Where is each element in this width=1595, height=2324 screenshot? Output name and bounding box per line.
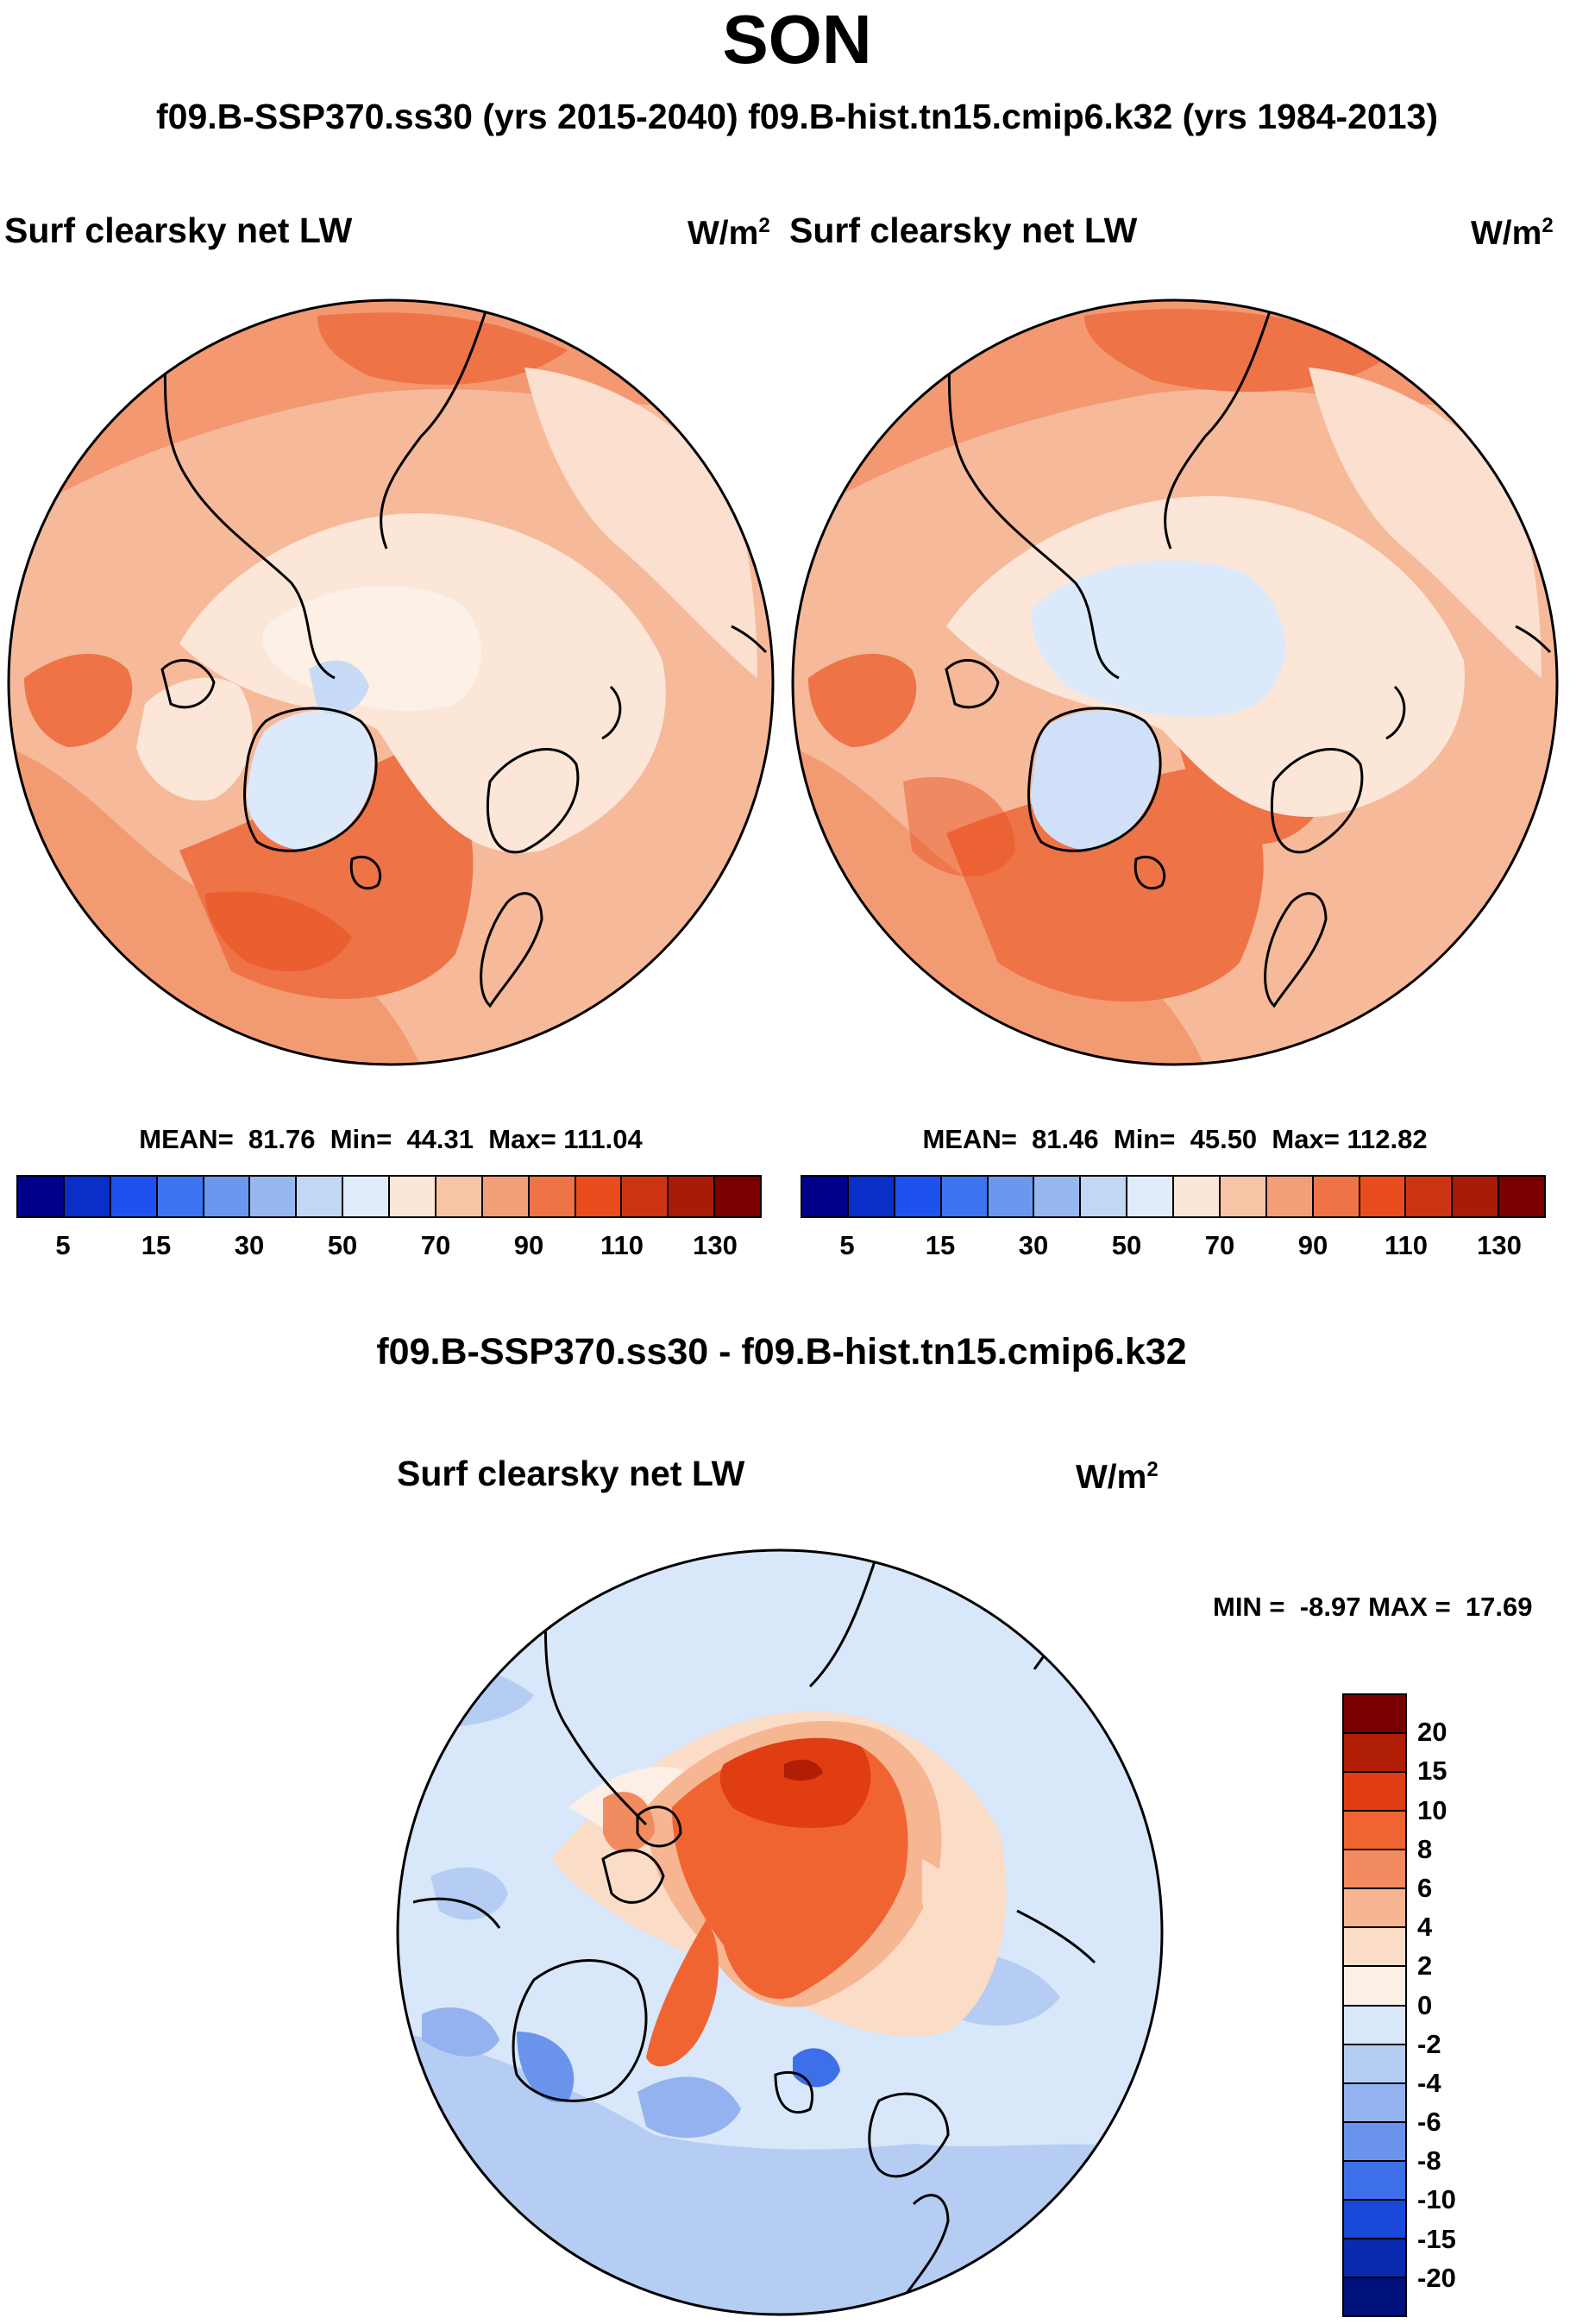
diff-colorbar-cell (1344, 2122, 1405, 2162)
panel2-colorbar-tick-label: 5 (839, 1230, 855, 1260)
panel2-colorbar-cell (848, 1177, 895, 1216)
panel1-colorbar-cell (575, 1177, 623, 1216)
panel2-colorbar-cell (1266, 1177, 1314, 1216)
diff-colorbar-tick-label: -2 (1417, 2028, 1441, 2059)
panel1-colorbar-cell (18, 1177, 65, 1216)
diff-colorbar-tick-label: 15 (1417, 1756, 1447, 1787)
panel2-colorbar-cell (1034, 1177, 1082, 1216)
panel2-colorbar-cell (1313, 1177, 1360, 1216)
diff-units: W/m2 (1076, 1458, 1159, 1496)
panel1-colorbar-cell (64, 1177, 111, 1216)
panel1-colorbar-tick-label: 90 (513, 1230, 544, 1260)
panel2-colorbar-cell (988, 1177, 1035, 1216)
panel1-colorbar-cell (669, 1177, 716, 1216)
diff-colorbar-cell (1344, 2006, 1405, 2045)
panel2-colorbar-tick-label: 15 (925, 1230, 956, 1260)
diff-colorbar-tick-label: 20 (1417, 1717, 1447, 1748)
panel1-colorbar-cell (482, 1177, 530, 1216)
panel2-colorbar-cell (802, 1177, 849, 1216)
panel2-colorbar-tick-label: 130 (1477, 1230, 1522, 1260)
panel1-colorbar-cell (622, 1177, 669, 1216)
diff-colorbar-cell (1344, 1967, 1405, 2007)
panel1-colorbar-tick-label: 110 (600, 1230, 644, 1260)
diff-colorbar-tick-label: 10 (1417, 1794, 1447, 1825)
panel2-variable-title: Surf clearsky net LW (789, 210, 1138, 250)
diff-min-max: MIN = -8.97 MAX = 17.69 (1213, 1592, 1533, 1622)
panel2-colorbar-cell (1453, 1177, 1500, 1216)
panel1-polar-map (7, 298, 775, 1066)
panel1-colorbar-tick-label: 5 (55, 1230, 71, 1260)
diff-colorbar-tick-label: 2 (1417, 1950, 1433, 1982)
diff-colorbar-tick-label: 0 (1417, 1989, 1433, 2020)
panel2-units: W/m2 (1471, 214, 1554, 252)
panel2-colorbar-tick-label: 30 (1018, 1230, 1049, 1260)
diff-colorbar-cell (1344, 1734, 1405, 1774)
panel1-colorbar-tick-label: 130 (693, 1230, 738, 1260)
figure-season-title: SON (722, 1, 872, 78)
panel2-colorbar-cell (1220, 1177, 1267, 1216)
panel1-colorbar-cell (715, 1177, 760, 1216)
diff-colorbar-cell (1344, 1812, 1405, 1851)
panel1-stats: MEAN= 81.76 Min= 44.31 Max= 111.04 (139, 1124, 643, 1154)
panel1-colorbar-cell (436, 1177, 483, 1216)
diff-colorbar-tick-label: 4 (1417, 1912, 1433, 1943)
panel1-colorbar-cell (297, 1177, 344, 1216)
panel1-units: W/m2 (688, 214, 770, 252)
panel1-colorbar-tick-label: 50 (327, 1230, 358, 1260)
panel2-colorbar-cell (1174, 1177, 1221, 1216)
panel1-colorbar-cell (250, 1177, 298, 1216)
diff-colorbar-tick-label: -4 (1417, 2067, 1441, 2098)
panel1-colorbar-cell (204, 1177, 251, 1216)
diff-colorbar-cell (1344, 2239, 1405, 2278)
diff-polar-map (396, 1548, 1164, 2316)
panel1-colorbar-tick-label: 30 (234, 1230, 265, 1260)
panel1-colorbar-cell (390, 1177, 436, 1216)
panel1-colorbar (16, 1175, 762, 1218)
panel2-colorbar-cell (895, 1177, 942, 1216)
diff-colorbar-cell (1344, 1850, 1405, 1890)
diff-colorbar-cell (1344, 2277, 1405, 2315)
panel1-variable-title: Surf clearsky net LW (4, 210, 353, 250)
diff-variable-title: Surf clearsky net LW (397, 1454, 745, 1493)
panel2-colorbar-cell (1127, 1177, 1174, 1216)
diff-colorbar-tick-label: -15 (1417, 2223, 1456, 2254)
diff-colorbar-tick-label: -6 (1417, 2107, 1441, 2138)
panel1-colorbar-cell (529, 1177, 576, 1216)
panel1-colorbar-tick-label: 70 (420, 1230, 451, 1260)
diff-colorbar-cell (1344, 1695, 1405, 1735)
panel2-colorbar-tick-label: 50 (1111, 1230, 1142, 1260)
panel1-colorbar-cell (343, 1177, 390, 1216)
panel2-colorbar-cell (941, 1177, 989, 1216)
diff-colorbar-cell (1344, 1773, 1405, 1812)
figure-subtitle: f09.B-SSP370.ss30 (yrs 2015-2040) f09.B-… (156, 97, 1438, 136)
diff-colorbar-cell (1344, 2200, 1405, 2239)
panel2-colorbar-cell (1499, 1177, 1544, 1216)
diff-colorbar-tick-label: 6 (1417, 1872, 1433, 1903)
panel2-colorbar (801, 1175, 1546, 1218)
panel1-colorbar-cell (110, 1177, 158, 1216)
panel2-colorbar-cell (1360, 1177, 1407, 1216)
diff-title: f09.B-SSP370.ss30 - f09.B-hist.tn15.cmip… (376, 1331, 1187, 1372)
panel1-colorbar-tick-label: 15 (141, 1230, 172, 1260)
panel2-polar-map (791, 298, 1559, 1066)
diff-colorbar-cell (1344, 2044, 1405, 2084)
panel2-colorbar-tick-label: 70 (1204, 1230, 1235, 1260)
diff-colorbar-cell (1344, 1928, 1405, 1968)
panel2-colorbar-tick-label: 110 (1384, 1230, 1429, 1260)
panel1-colorbar-cell (157, 1177, 204, 1216)
diff-colorbar (1342, 1693, 1407, 2317)
panel2-colorbar-cell (1406, 1177, 1454, 1216)
panel2-colorbar-tick-label: 90 (1297, 1230, 1328, 1260)
diff-colorbar-cell (1344, 2083, 1405, 2123)
diff-colorbar-tick-label: -20 (1417, 2262, 1456, 2293)
diff-colorbar-cell (1344, 2161, 1405, 2201)
diff-colorbar-tick-label: -10 (1417, 2184, 1456, 2215)
diff-colorbar-tick-label: -8 (1417, 2145, 1441, 2176)
panel2-stats: MEAN= 81.46 Min= 45.50 Max= 112.82 (922, 1124, 1428, 1154)
diff-colorbar-cell (1344, 1889, 1405, 1929)
panel2-colorbar-cell (1081, 1177, 1128, 1216)
diff-colorbar-tick-label: 8 (1417, 1833, 1433, 1864)
